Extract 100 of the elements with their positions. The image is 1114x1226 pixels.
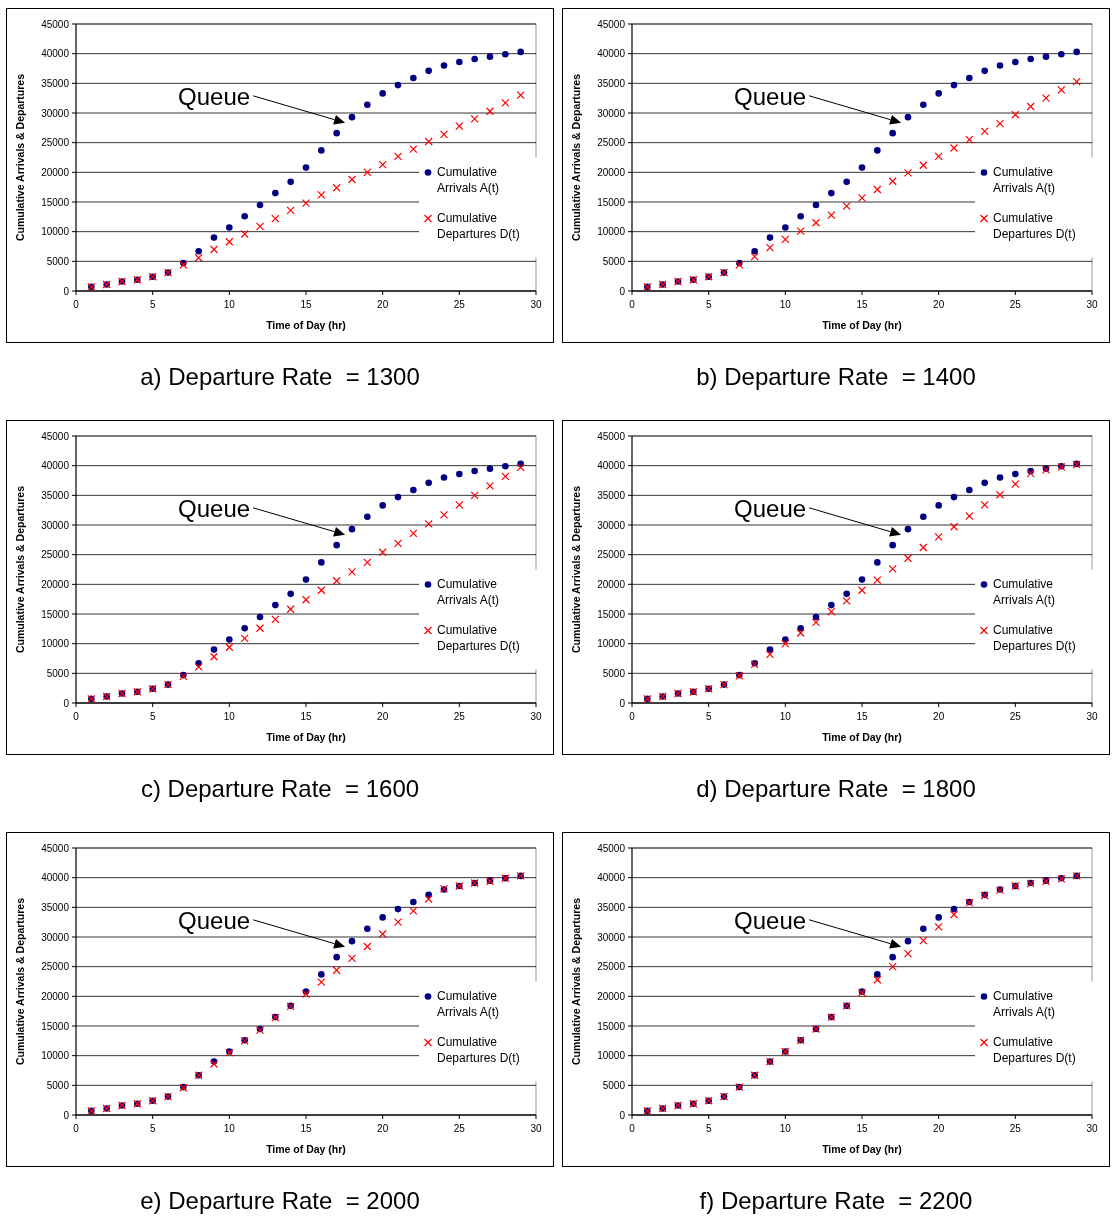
y-tick-label: 40000 xyxy=(597,48,626,60)
point xyxy=(440,62,448,69)
point xyxy=(470,114,479,124)
x-tick-label: 0 xyxy=(73,1123,80,1134)
y-tick-label: 25000 xyxy=(597,961,626,973)
point xyxy=(439,510,449,520)
point xyxy=(1012,470,1019,478)
x-tick-label: 10 xyxy=(779,711,792,722)
point xyxy=(348,525,356,533)
point xyxy=(456,470,463,478)
legend-label: Cumulative Departures D(t) xyxy=(993,1034,1076,1065)
y-tick-label: 5000 xyxy=(46,255,70,267)
y-axis-title: Cumulative Arrivals & Departures xyxy=(14,485,26,654)
x-tick-label: 20 xyxy=(377,299,389,310)
legend-label: Cumulative Arrivals A(t) xyxy=(437,576,500,607)
x-tick-label: 30 xyxy=(530,711,542,722)
x-tick-label: 10 xyxy=(779,1123,792,1134)
point xyxy=(966,486,973,494)
annotation: Queue xyxy=(178,906,251,934)
point xyxy=(195,247,202,255)
point xyxy=(811,218,821,227)
x-tick-label: 10 xyxy=(223,1123,236,1134)
y-axis-title: Cumulative Arrivals & Departures xyxy=(570,73,582,242)
point xyxy=(318,147,325,154)
point xyxy=(409,906,418,915)
y-tick-label: 0 xyxy=(619,285,626,297)
point xyxy=(782,224,789,231)
point xyxy=(873,185,882,194)
x-tick-label: 30 xyxy=(1086,1123,1098,1134)
y-tick-label: 25000 xyxy=(597,549,626,561)
point xyxy=(210,234,218,241)
point xyxy=(517,48,524,56)
legend-label: Cumulative Arrivals A(t) xyxy=(993,164,1056,195)
x-tick-label: 25 xyxy=(453,1123,466,1134)
point xyxy=(364,101,371,108)
point xyxy=(256,613,264,621)
y-tick-label: 15000 xyxy=(41,196,70,208)
y-tick-label: 25000 xyxy=(597,137,626,149)
point xyxy=(226,224,233,231)
point xyxy=(889,129,896,137)
point xyxy=(286,206,295,215)
x-tick-label: 20 xyxy=(933,299,945,310)
point xyxy=(424,519,433,528)
y-tick-label: 5000 xyxy=(46,1079,70,1091)
x-tick-label: 15 xyxy=(300,1123,312,1134)
y-tick-label: 20000 xyxy=(597,166,626,178)
legend-label: Cumulative Departures D(t) xyxy=(437,1034,520,1065)
y-tick-label: 0 xyxy=(619,697,626,709)
y-tick-label: 45000 xyxy=(597,842,626,854)
point xyxy=(996,474,1004,481)
point xyxy=(301,199,311,208)
text: f) Departure Rate = 2200 xyxy=(699,1187,973,1214)
x-tick-label: 25 xyxy=(1009,1123,1022,1134)
y-tick-label: 30000 xyxy=(41,931,70,943)
point xyxy=(348,937,356,945)
point xyxy=(980,500,989,509)
x-axis-title: Time of Day (hr) xyxy=(822,1143,902,1155)
y-tick-label: 30000 xyxy=(597,931,626,943)
point xyxy=(1042,53,1050,60)
x-axis-title: Time of Day (hr) xyxy=(266,1143,346,1155)
x-tick-label: 15 xyxy=(856,299,868,310)
point xyxy=(378,548,387,557)
y-tick-label: 5000 xyxy=(602,255,626,267)
point xyxy=(364,513,371,520)
y-tick-label: 35000 xyxy=(597,901,626,913)
legend-label: Cumulative Departures D(t) xyxy=(437,622,520,653)
point xyxy=(966,74,973,82)
y-tick-label: 35000 xyxy=(41,901,70,913)
x-tick-label: 5 xyxy=(149,1123,156,1134)
point xyxy=(950,905,958,913)
point xyxy=(903,949,913,958)
point xyxy=(347,954,357,963)
point xyxy=(935,914,942,921)
x-tick-label: 10 xyxy=(223,299,236,310)
text: d) Departure Rate = 1800 xyxy=(696,775,976,802)
point xyxy=(363,942,372,951)
y-tick-label: 10000 xyxy=(41,638,70,650)
y-tick-label: 40000 xyxy=(41,48,70,60)
y-tick-label: 5000 xyxy=(46,667,70,679)
x-tick-label: 25 xyxy=(1009,299,1022,310)
point xyxy=(347,175,357,184)
x-axis-title: Time of Day (hr) xyxy=(822,731,902,743)
y-tick-label: 0 xyxy=(63,285,70,297)
y-axis-title: Cumulative Arrivals & Departures xyxy=(14,897,26,1066)
point xyxy=(995,490,1005,499)
x-tick-label: 0 xyxy=(629,299,636,310)
point xyxy=(271,615,280,624)
point xyxy=(919,543,928,552)
point xyxy=(363,168,372,177)
y-axis-title: Cumulative Arrivals & Departures xyxy=(14,73,26,242)
x-tick-label: 20 xyxy=(933,711,945,722)
point xyxy=(363,558,372,567)
point xyxy=(874,147,881,154)
point xyxy=(240,229,249,239)
point xyxy=(318,559,325,566)
text: b) Departure Rate = 1400 xyxy=(696,363,976,390)
point xyxy=(781,639,790,648)
text: c) Departure Rate = 1600 xyxy=(140,775,420,802)
point xyxy=(1041,94,1051,103)
y-tick-label: 30000 xyxy=(597,519,626,531)
